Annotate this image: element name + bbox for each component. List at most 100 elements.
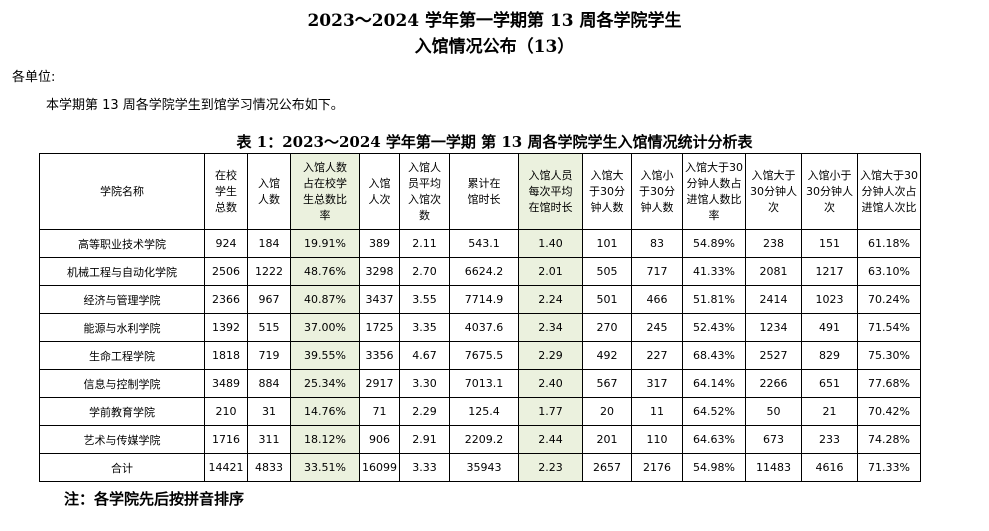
value-cell: 2.24 xyxy=(518,285,583,314)
value-cell: 125.4 xyxy=(449,397,519,426)
total-row: 合计 14421 4833 33.51% 16099 3.33 35943 2.23 2657 2… xyxy=(39,453,921,482)
college-name-cell: 高等职业技术学院 xyxy=(39,229,205,258)
value-cell: 924 xyxy=(204,229,248,258)
value-cell: 11483 xyxy=(745,453,802,482)
value-cell: 270 xyxy=(582,313,632,342)
column-header: 在校学生总数 xyxy=(204,153,248,230)
college-name-cell: 合计 xyxy=(39,453,205,482)
value-cell: 227 xyxy=(631,341,683,370)
value-cell: 829 xyxy=(801,341,858,370)
column-header: 入馆人员每次平均在馆时长 xyxy=(518,153,583,230)
value-cell: 491 xyxy=(801,313,858,342)
value-cell: 2.01 xyxy=(518,257,583,286)
column-header: 入馆小于30分钟人数 xyxy=(631,153,683,230)
value-cell: 3489 xyxy=(204,369,248,398)
value-cell: 37.00% xyxy=(290,313,360,342)
college-name-cell: 能源与水利学院 xyxy=(39,313,205,342)
value-cell: 466 xyxy=(631,285,683,314)
column-header: 入馆人数占在校学生总数比率 xyxy=(290,153,360,230)
value-cell: 25.34% xyxy=(290,369,360,398)
value-cell: 2.29 xyxy=(518,341,583,370)
value-cell: 3356 xyxy=(359,341,400,370)
value-cell: 1.77 xyxy=(518,397,583,426)
value-cell: 4616 xyxy=(801,453,858,482)
value-cell: 2.40 xyxy=(518,369,583,398)
intro-paragraph: 本学期第 13 周各学院学生到馆学习情况公布如下。 xyxy=(46,98,344,113)
value-cell: 33.51% xyxy=(290,453,360,482)
column-header: 入馆人数 xyxy=(247,153,291,230)
value-cell: 6624.2 xyxy=(449,257,519,286)
page-title-line-1: 2023～2024 学年第一学期第 13 周各学院学生 xyxy=(307,11,682,31)
column-header: 学院名称 xyxy=(39,153,205,230)
value-cell: 2657 xyxy=(582,453,632,482)
column-header: 入馆人次 xyxy=(359,153,400,230)
college-name-cell: 机械工程与自动化学院 xyxy=(39,257,205,286)
value-cell: 11 xyxy=(631,397,683,426)
college-name-cell: 艺术与传媒学院 xyxy=(39,425,205,454)
value-cell: 184 xyxy=(247,229,291,258)
value-cell: 233 xyxy=(801,425,858,454)
value-cell: 501 xyxy=(582,285,632,314)
column-header: 入馆小于30分钟人次 xyxy=(801,153,858,230)
value-cell: 35943 xyxy=(449,453,519,482)
table-row: 艺术与传媒学院 1716 311 18.12% 906 2.91 2209.2 2.44 201… xyxy=(39,425,921,454)
value-cell: 719 xyxy=(247,341,291,370)
value-cell: 1023 xyxy=(801,285,858,314)
value-cell: 2506 xyxy=(204,257,248,286)
value-cell: 70.42% xyxy=(857,397,921,426)
value-cell: 77.68% xyxy=(857,369,921,398)
column-header: 入馆大于30分钟人次 xyxy=(745,153,802,230)
value-cell: 101 xyxy=(582,229,632,258)
table-row: 高等职业技术学院 924 184 19.91% 389 2.11 543.1 1.40 101 8… xyxy=(39,229,921,258)
value-cell: 48.76% xyxy=(290,257,360,286)
value-cell: 2366 xyxy=(204,285,248,314)
value-cell: 14.76% xyxy=(290,397,360,426)
table-row: 能源与水利学院 1392 515 37.00% 1725 3.35 4037.6 2.34 27… xyxy=(39,313,921,342)
value-cell: 2414 xyxy=(745,285,802,314)
value-cell: 2.44 xyxy=(518,425,583,454)
value-cell: 18.12% xyxy=(290,425,360,454)
value-cell: 110 xyxy=(631,425,683,454)
value-cell: 3.55 xyxy=(399,285,450,314)
value-cell: 2917 xyxy=(359,369,400,398)
table-row: 信息与控制学院 3489 884 25.34% 2917 3.30 7013.1 2.40 56… xyxy=(39,369,921,398)
value-cell: 68.43% xyxy=(682,341,746,370)
value-cell: 7714.9 xyxy=(449,285,519,314)
value-cell: 3298 xyxy=(359,257,400,286)
value-cell: 4.67 xyxy=(399,341,450,370)
value-cell: 4833 xyxy=(247,453,291,482)
value-cell: 3.30 xyxy=(399,369,450,398)
value-cell: 884 xyxy=(247,369,291,398)
table-row: 生命工程学院 1818 719 39.55% 3356 4.67 7675.5 2.29 492… xyxy=(39,341,921,370)
value-cell: 1234 xyxy=(745,313,802,342)
value-cell: 3.35 xyxy=(399,313,450,342)
value-cell: 64.63% xyxy=(682,425,746,454)
value-cell: 151 xyxy=(801,229,858,258)
value-cell: 31 xyxy=(247,397,291,426)
table-row: 经济与管理学院 2366 967 40.87% 3437 3.55 7714.9 2.24 50… xyxy=(39,285,921,314)
column-header: 入馆大于30分钟人次占进馆人次比 xyxy=(857,153,921,230)
value-cell: 201 xyxy=(582,425,632,454)
value-cell: 63.10% xyxy=(857,257,921,286)
value-cell: 20 xyxy=(582,397,632,426)
value-cell: 71.33% xyxy=(857,453,921,482)
value-cell: 40.87% xyxy=(290,285,360,314)
value-cell: 3.33 xyxy=(399,453,450,482)
value-cell: 75.30% xyxy=(857,341,921,370)
college-name-cell: 经济与管理学院 xyxy=(39,285,205,314)
value-cell: 51.81% xyxy=(682,285,746,314)
statistics-table: 学院名称 在校学生总数 入馆人数 入馆人数占在校学生总数比率 入馆人次 入馆人员平均入馆次… xyxy=(39,153,921,482)
value-cell: 52.43% xyxy=(682,313,746,342)
value-cell: 389 xyxy=(359,229,400,258)
value-cell: 2.11 xyxy=(399,229,450,258)
value-cell: 967 xyxy=(247,285,291,314)
value-cell: 906 xyxy=(359,425,400,454)
value-cell: 2.70 xyxy=(399,257,450,286)
value-cell: 70.24% xyxy=(857,285,921,314)
value-cell: 2176 xyxy=(631,453,683,482)
value-cell: 1725 xyxy=(359,313,400,342)
value-cell: 54.98% xyxy=(682,453,746,482)
page-title-line-2: 入馆情况公布（13） xyxy=(414,37,575,57)
value-cell: 3437 xyxy=(359,285,400,314)
value-cell: 50 xyxy=(745,397,802,426)
